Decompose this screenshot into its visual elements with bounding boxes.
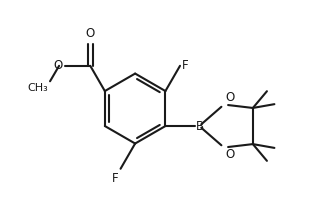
Text: O: O bbox=[86, 27, 95, 40]
Text: B: B bbox=[196, 119, 204, 132]
Text: O: O bbox=[225, 148, 235, 161]
Text: CH₃: CH₃ bbox=[28, 83, 49, 93]
Text: F: F bbox=[111, 172, 118, 185]
Text: O: O bbox=[225, 91, 235, 104]
Text: F: F bbox=[182, 59, 189, 72]
Text: O: O bbox=[53, 59, 62, 72]
